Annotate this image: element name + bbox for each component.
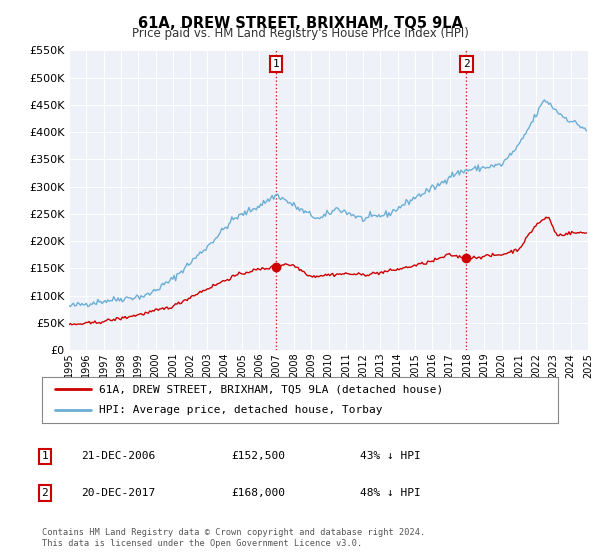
Text: 20-DEC-2017: 20-DEC-2017 (81, 488, 155, 498)
Text: HPI: Average price, detached house, Torbay: HPI: Average price, detached house, Torb… (99, 405, 382, 416)
Text: Contains HM Land Registry data © Crown copyright and database right 2024.: Contains HM Land Registry data © Crown c… (42, 528, 425, 536)
Text: 48% ↓ HPI: 48% ↓ HPI (360, 488, 421, 498)
Text: 1: 1 (41, 451, 49, 461)
Text: 1: 1 (273, 59, 280, 69)
Text: £168,000: £168,000 (231, 488, 285, 498)
Text: 21-DEC-2006: 21-DEC-2006 (81, 451, 155, 461)
Text: £152,500: £152,500 (231, 451, 285, 461)
Text: 2: 2 (41, 488, 49, 498)
Text: 43% ↓ HPI: 43% ↓ HPI (360, 451, 421, 461)
Text: This data is licensed under the Open Government Licence v3.0.: This data is licensed under the Open Gov… (42, 539, 362, 548)
Text: 61A, DREW STREET, BRIXHAM, TQ5 9LA (detached house): 61A, DREW STREET, BRIXHAM, TQ5 9LA (deta… (99, 384, 443, 394)
Text: 2: 2 (463, 59, 470, 69)
Text: 61A, DREW STREET, BRIXHAM, TQ5 9LA: 61A, DREW STREET, BRIXHAM, TQ5 9LA (137, 16, 463, 31)
Text: Price paid vs. HM Land Registry's House Price Index (HPI): Price paid vs. HM Land Registry's House … (131, 27, 469, 40)
